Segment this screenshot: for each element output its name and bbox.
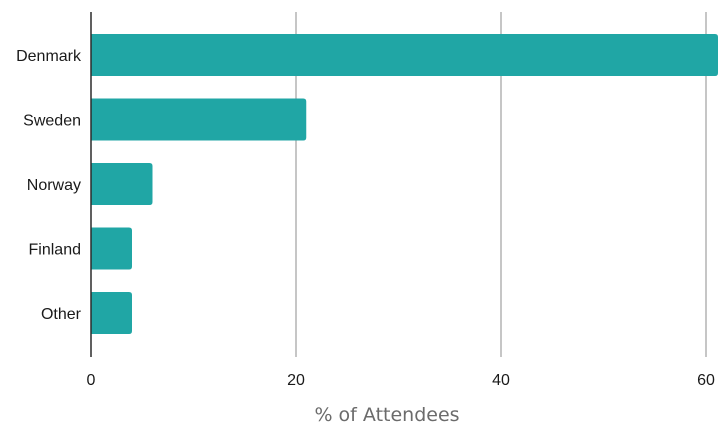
bar-finland: [91, 227, 132, 270]
y-tick-label-other: Other: [41, 306, 82, 323]
y-tick-label-denmark: Denmark: [16, 48, 82, 65]
y-tick-label-sweden: Sweden: [23, 113, 81, 130]
bar-sweden: [91, 98, 307, 141]
y-tick-label-norway: Norway: [27, 177, 81, 194]
bar-denmark: [91, 34, 718, 76]
x-tick-labels: 0 20 40 60: [87, 372, 715, 389]
bar-other: [91, 292, 132, 334]
y-tick-label-finland: Finland: [29, 242, 81, 259]
bars: [91, 34, 718, 334]
x-tick-label-40: 40: [492, 372, 510, 389]
x-tick-label-0: 0: [87, 372, 96, 389]
x-tick-label-60: 60: [697, 372, 715, 389]
x-tick-label-20: 20: [287, 372, 305, 389]
bar-norway: [91, 163, 153, 205]
x-axis-title: % of Attendees: [314, 404, 459, 423]
y-tick-labels: Denmark Sweden Norway Finland Other: [16, 48, 82, 323]
